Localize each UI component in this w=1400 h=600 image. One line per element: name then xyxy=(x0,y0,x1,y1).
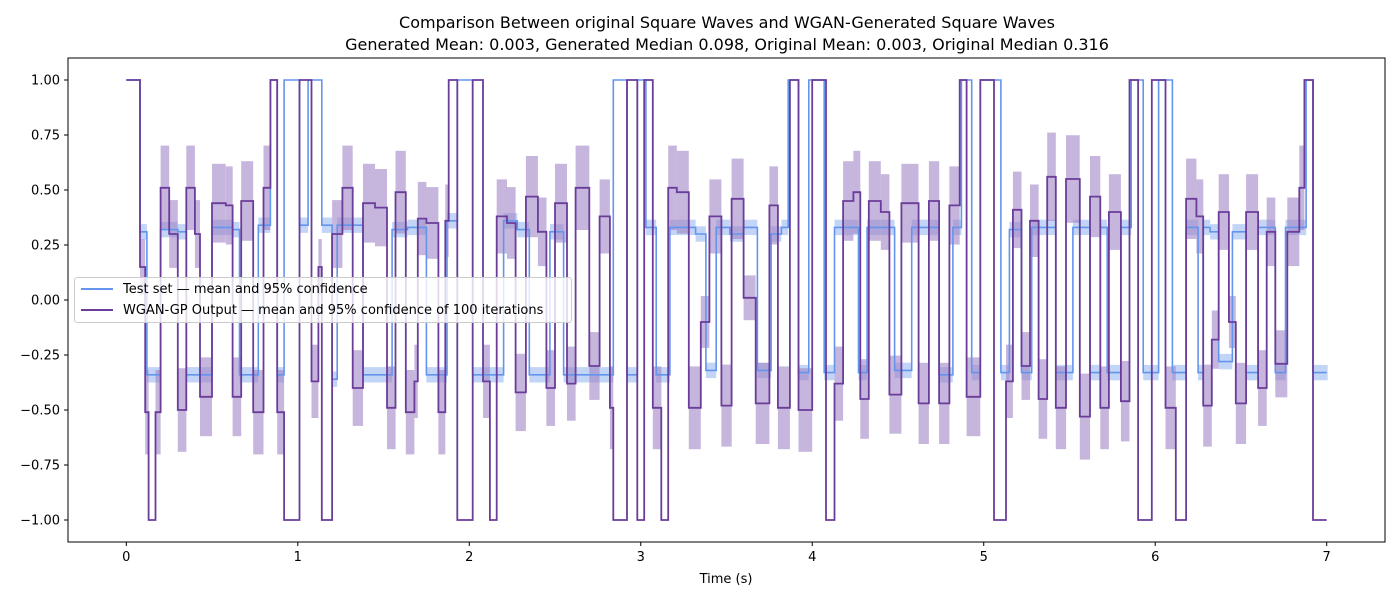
legend-label-wgan-output: WGAN-GP Output — mean and 95% confidence… xyxy=(123,302,544,318)
legend-swatch-test-set xyxy=(81,288,113,290)
y-tick-label: −0.25 xyxy=(20,349,60,364)
confidence-band-0 xyxy=(1326,364,1328,381)
x-axis-label: Time (s) xyxy=(699,572,753,587)
chart-subtitle: Generated Mean: 0.003, Generated Median … xyxy=(345,35,1109,54)
x-tick-label: 2 xyxy=(465,550,473,565)
x-tick-label: 5 xyxy=(980,550,988,565)
y-axis: 1.00 0.75 0.50 0.25 0.00 −0.25 −0.50 −0.75 −1.00 xyxy=(20,74,68,529)
x-tick-label: 7 xyxy=(1323,550,1331,565)
y-tick-label: −0.75 xyxy=(20,459,60,474)
x-tick-label: 4 xyxy=(808,550,816,565)
legend-label-test-set: Test set — mean and 95% confidence xyxy=(123,281,368,297)
x-axis: 0 1 2 3 4 5 6 7 xyxy=(122,542,1331,565)
legend-swatch-wgan-output xyxy=(81,309,113,311)
series-line-0 xyxy=(126,79,1327,380)
y-tick-label: 1.00 xyxy=(31,74,60,89)
y-tick-label: −1.00 xyxy=(20,514,60,529)
y-tick-label: 0.25 xyxy=(31,239,60,254)
chart-title-block: Comparison Between original Square Waves… xyxy=(0,12,1400,56)
series-line-1 xyxy=(126,79,1327,521)
y-tick-label: −0.50 xyxy=(20,404,60,419)
mean-lines xyxy=(126,79,1327,521)
x-tick-label: 6 xyxy=(1151,550,1159,565)
legend: Test set — mean and 95% confidence WGAN-… xyxy=(74,277,572,323)
legend-item-wgan-output: WGAN-GP Output — mean and 95% confidence… xyxy=(81,300,543,320)
x-tick-label: 0 xyxy=(122,550,130,565)
x-tick-label: 3 xyxy=(637,550,645,565)
y-tick-label: 0.75 xyxy=(31,129,60,144)
y-tick-label: 0.50 xyxy=(31,184,60,199)
y-tick-label: 0.00 xyxy=(31,294,60,309)
x-tick-label: 1 xyxy=(294,550,302,565)
legend-item-test-set: Test set — mean and 95% confidence xyxy=(81,279,368,299)
chart-title: Comparison Between original Square Waves… xyxy=(399,13,1055,32)
